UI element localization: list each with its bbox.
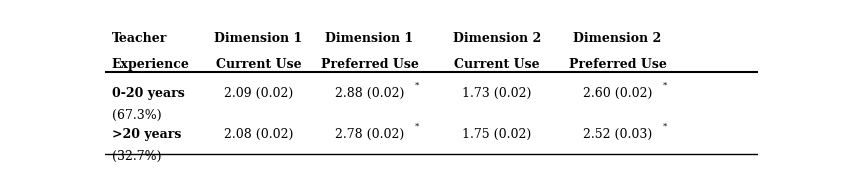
- Text: 1.75 (0.02): 1.75 (0.02): [462, 128, 531, 141]
- Text: Current Use: Current Use: [454, 58, 540, 71]
- Text: *: *: [414, 123, 418, 131]
- Text: Dimension 2: Dimension 2: [453, 32, 541, 45]
- Text: Dimension 1: Dimension 1: [325, 32, 413, 45]
- Text: 2.60 (0.02): 2.60 (0.02): [583, 87, 653, 100]
- Text: 2.09 (0.02): 2.09 (0.02): [224, 87, 293, 100]
- Text: Experience: Experience: [112, 58, 189, 71]
- Text: Teacher: Teacher: [112, 32, 168, 45]
- Text: (67.3%): (67.3%): [112, 109, 162, 122]
- Text: 2.88 (0.02): 2.88 (0.02): [335, 87, 404, 100]
- Text: 2.78 (0.02): 2.78 (0.02): [335, 128, 404, 141]
- Text: Dimension 2: Dimension 2: [573, 32, 662, 45]
- Text: Preferred Use: Preferred Use: [568, 58, 666, 71]
- Text: *: *: [663, 82, 667, 90]
- Text: 2.52 (0.03): 2.52 (0.03): [583, 128, 652, 141]
- Text: 1.73 (0.02): 1.73 (0.02): [462, 87, 531, 100]
- Text: *: *: [414, 82, 418, 90]
- Text: Dimension 1: Dimension 1: [215, 32, 303, 45]
- Text: *: *: [663, 123, 667, 131]
- Text: Preferred Use: Preferred Use: [321, 58, 418, 71]
- Text: Current Use: Current Use: [216, 58, 301, 71]
- Text: >20 years: >20 years: [112, 128, 181, 141]
- Text: 0-20 years: 0-20 years: [112, 87, 184, 100]
- Text: (32.7%): (32.7%): [112, 150, 162, 163]
- Text: 2.08 (0.02): 2.08 (0.02): [224, 128, 293, 141]
